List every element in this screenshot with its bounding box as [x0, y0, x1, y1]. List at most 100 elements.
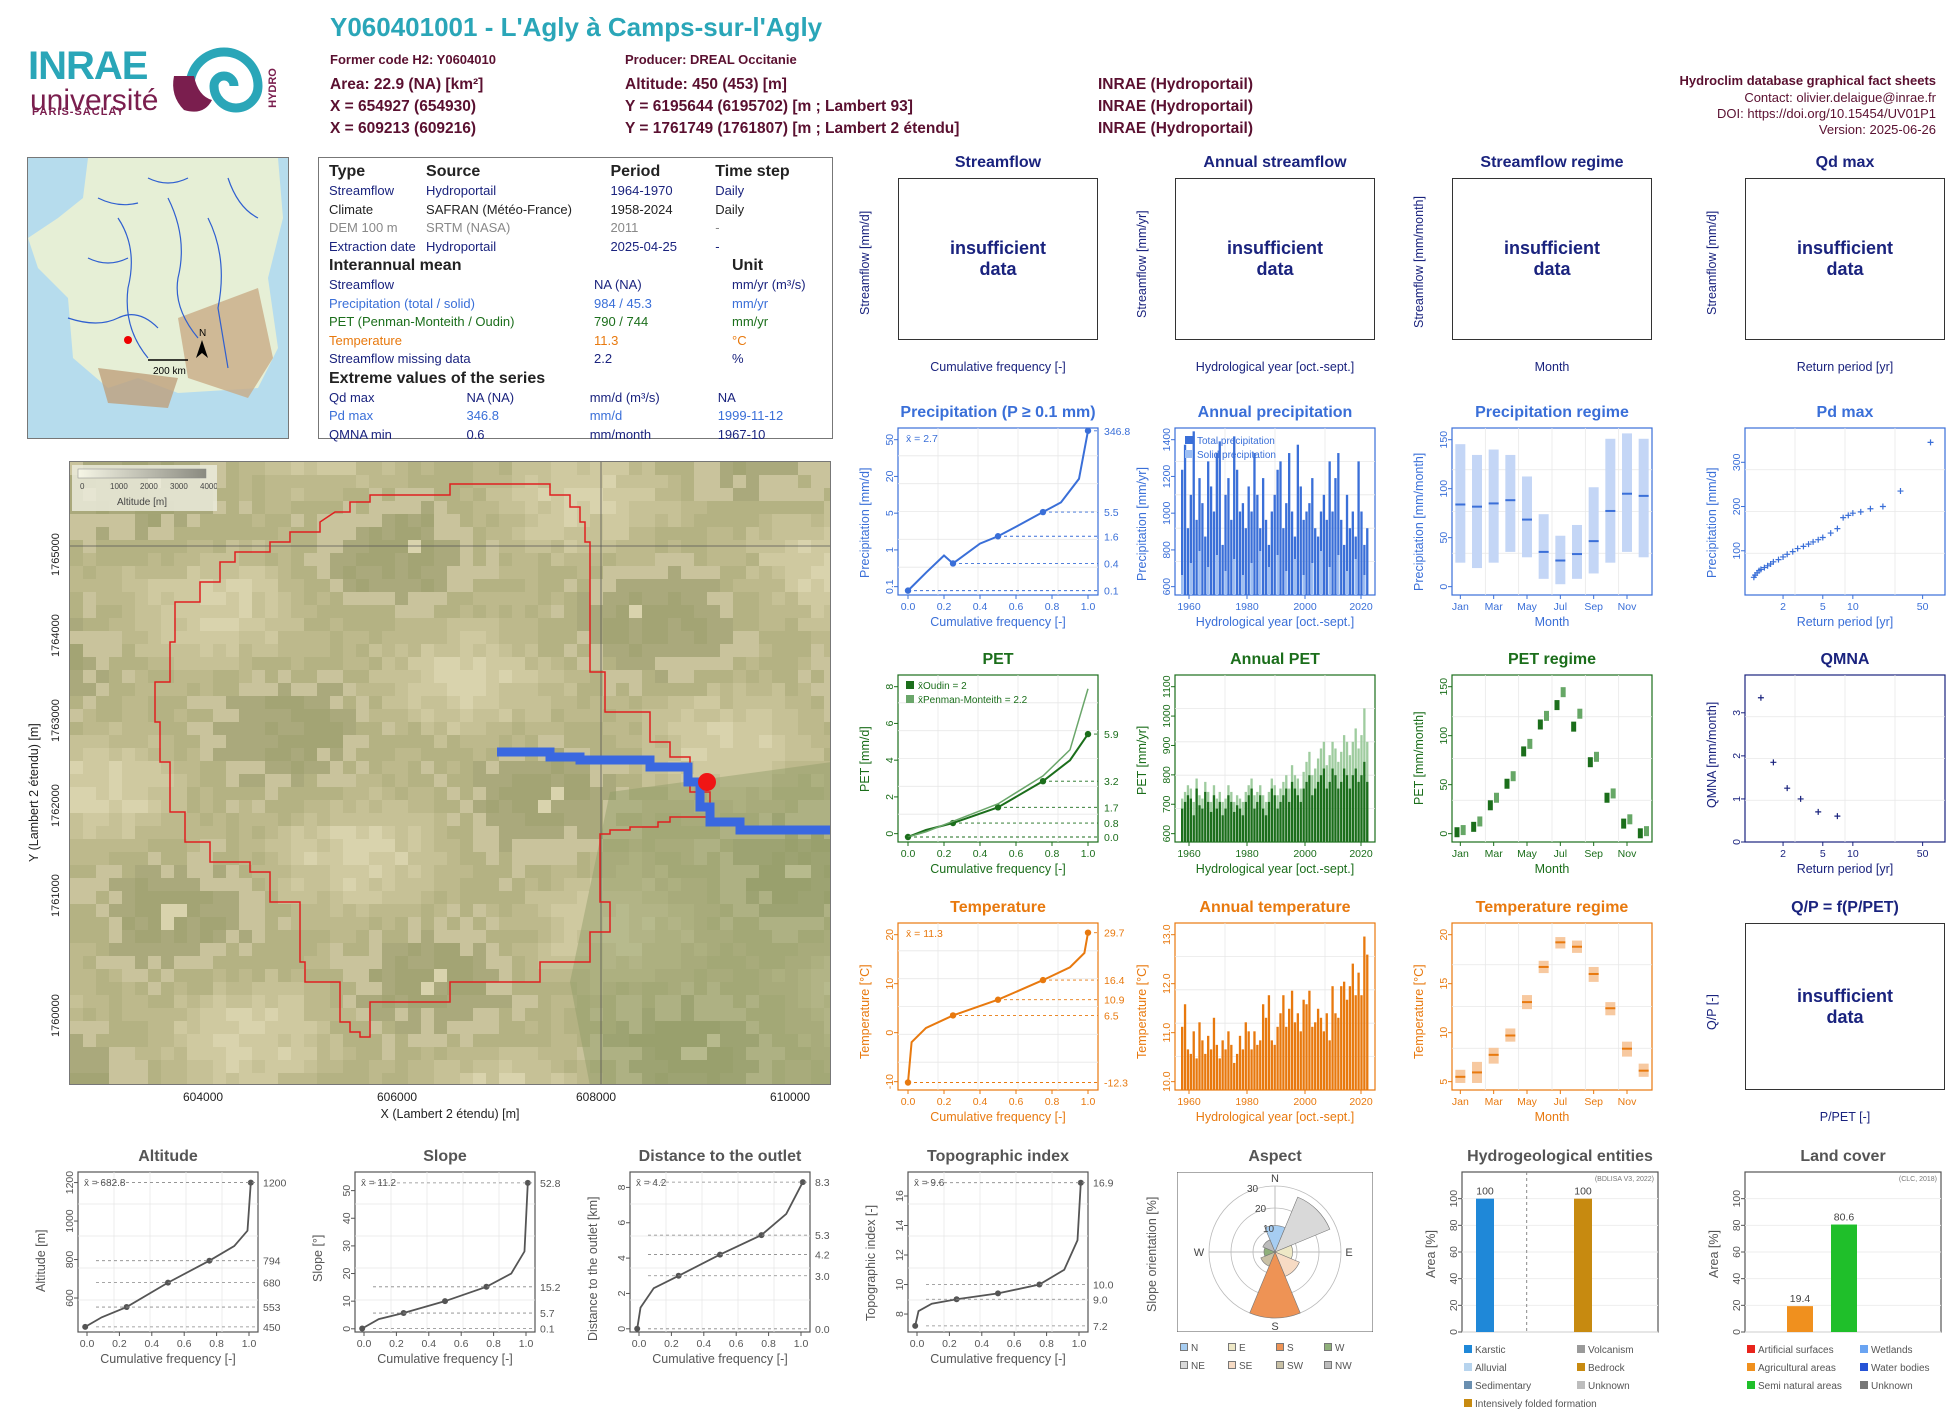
x-tick: 0.6	[1009, 1096, 1024, 1108]
bar	[1221, 815, 1224, 842]
category-bar	[1787, 1306, 1813, 1332]
bar-snow	[1319, 551, 1323, 595]
return-point	[1879, 503, 1886, 510]
bar	[1314, 528, 1317, 595]
y-tick: 10.0	[1161, 1071, 1173, 1092]
return-point	[1794, 545, 1801, 552]
x-tick: 0.4	[973, 601, 988, 613]
quantile-label: 794	[263, 1256, 281, 1268]
bar	[1270, 788, 1273, 842]
info-row-extreme: QMNA min 0.6 mm/month 1967-10	[329, 426, 766, 442]
legend-label: Water bodies	[1871, 1363, 1930, 1374]
y-tick: 60	[1448, 1246, 1460, 1258]
x-tick: Nov	[1618, 601, 1637, 613]
y-tick: 0	[884, 1030, 896, 1036]
chart-xlabel-annual_streamflow: Hydrological year [oct.-sept.]	[1195, 360, 1355, 374]
x-tick: 0.4	[696, 1338, 711, 1350]
y-tick: 50	[884, 434, 896, 446]
bar	[1189, 494, 1192, 595]
quantile-label: 52.8	[540, 1178, 561, 1190]
return-point	[1897, 488, 1904, 495]
cdf-point	[483, 1283, 490, 1290]
y-tick: 20	[1731, 1299, 1743, 1311]
bar	[1308, 775, 1311, 842]
bar	[1316, 1008, 1320, 1090]
lambert2e-source: INRAE (Hydroportail)	[1098, 120, 1253, 137]
river-line	[497, 747, 830, 835]
return-point	[1834, 525, 1841, 532]
bar	[1212, 1017, 1216, 1090]
x-tick: 1960	[1177, 848, 1201, 860]
x-tick: 0.0	[901, 848, 916, 860]
bar	[1192, 431, 1195, 595]
y-tick: -10	[884, 1074, 896, 1089]
area: Area: 22.9 (NA) [km²]	[330, 76, 484, 93]
bar	[1233, 811, 1236, 842]
bar	[1195, 519, 1198, 595]
chart-title-annual_pet: Annual PET	[1230, 651, 1320, 668]
bar	[1204, 1053, 1207, 1090]
bar	[1201, 1040, 1204, 1090]
bar	[1290, 781, 1294, 842]
x-tick: Jan	[1452, 1096, 1469, 1108]
y-tick: 20	[1438, 929, 1450, 941]
map-y-tick: 1765000	[50, 533, 62, 576]
chart-xlabel-qd_max: Return period [yr]	[1796, 360, 1894, 374]
mean-label: x̄ = 4.2	[636, 1178, 667, 1189]
legend-label: Alluvial	[1475, 1363, 1507, 1374]
x-tick: 5	[1820, 601, 1826, 613]
bar	[1247, 486, 1250, 595]
bar	[1363, 761, 1366, 842]
x-tick: 0.8	[1045, 601, 1060, 613]
regime-oudin	[1454, 827, 1460, 838]
chart-title-precip_regime: Precipitation regime	[1475, 404, 1629, 421]
bar	[1345, 775, 1349, 842]
chart-annual_temp: 1960 1980 2000 2020 10.0 11.0 12.0 13.0	[1161, 922, 1376, 1108]
bar	[1181, 1026, 1184, 1090]
bar	[1224, 808, 1227, 842]
bar	[1209, 811, 1213, 842]
former-code: Former code H2: Y0604010	[330, 52, 496, 67]
y-tick: 20	[341, 1268, 353, 1280]
bar	[1212, 795, 1216, 842]
bar	[1198, 805, 1201, 842]
y-tick: 20	[884, 929, 896, 941]
mean-label: x̄ = 11.2	[361, 1178, 397, 1189]
x-tick: 10	[1847, 848, 1859, 860]
y-tick: 800	[64, 1251, 76, 1269]
x-tick: 0.6	[729, 1338, 744, 1350]
bar	[1207, 461, 1210, 595]
quantile-label: 5.9	[1104, 729, 1119, 741]
bar	[1314, 1022, 1317, 1090]
aspect-ring-label: 20	[1255, 1204, 1267, 1215]
regime-box	[1605, 438, 1616, 563]
bar	[1189, 1053, 1192, 1090]
return-point	[1819, 534, 1826, 541]
bar-value-label: 100	[1574, 1186, 1592, 1198]
cdf-line	[907, 733, 1089, 838]
return-point	[1784, 785, 1791, 792]
doi[interactable]: DOI: https://doi.org/10.15454/UV01P1	[1717, 106, 1936, 121]
chart-title-slope: Slope	[423, 1148, 467, 1165]
bar	[1261, 808, 1265, 842]
regime-oudin	[1471, 821, 1477, 832]
bar	[1325, 1013, 1328, 1090]
quantile-label: 0.1	[1104, 586, 1119, 598]
contact[interactable]: Contact: olivier.delaigue@inrae.fr	[1744, 90, 1936, 105]
bar	[1204, 791, 1207, 842]
x-tick: 2000	[1293, 1096, 1317, 1108]
map-y-tick: 1762000	[50, 784, 62, 827]
bar	[1322, 494, 1326, 595]
altitude-header: Altitude: 450 (453) [m]	[625, 76, 787, 93]
x-tick: May	[1517, 601, 1538, 613]
y-tick: 6	[616, 1220, 628, 1226]
bar	[1348, 788, 1352, 842]
catchment-map[interactable]	[69, 461, 831, 1085]
producer: Producer: DREAL Occitanie	[625, 52, 797, 67]
y-tick: 10	[894, 1279, 906, 1291]
data-source-label: (CLC, 2018)	[1899, 1176, 1937, 1183]
chart-xlabel-slope: Cumulative frequency [-]	[377, 1352, 513, 1366]
x-tick: Mar	[1485, 848, 1504, 860]
quantile-label: 4.2	[815, 1250, 830, 1262]
y-tick: 0	[1438, 831, 1450, 837]
